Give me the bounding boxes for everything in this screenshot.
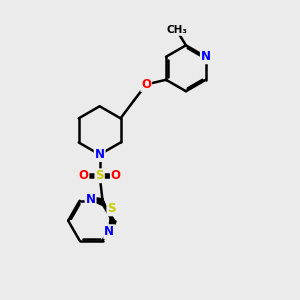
- Text: N: N: [104, 225, 114, 238]
- Text: N: N: [95, 148, 105, 161]
- Text: O: O: [141, 78, 151, 91]
- Text: N: N: [201, 50, 211, 63]
- Text: O: O: [111, 169, 121, 182]
- Text: S: S: [107, 202, 116, 215]
- Text: S: S: [95, 169, 104, 182]
- Text: O: O: [79, 169, 88, 182]
- Text: N: N: [85, 193, 96, 206]
- Text: CH₃: CH₃: [166, 25, 187, 35]
